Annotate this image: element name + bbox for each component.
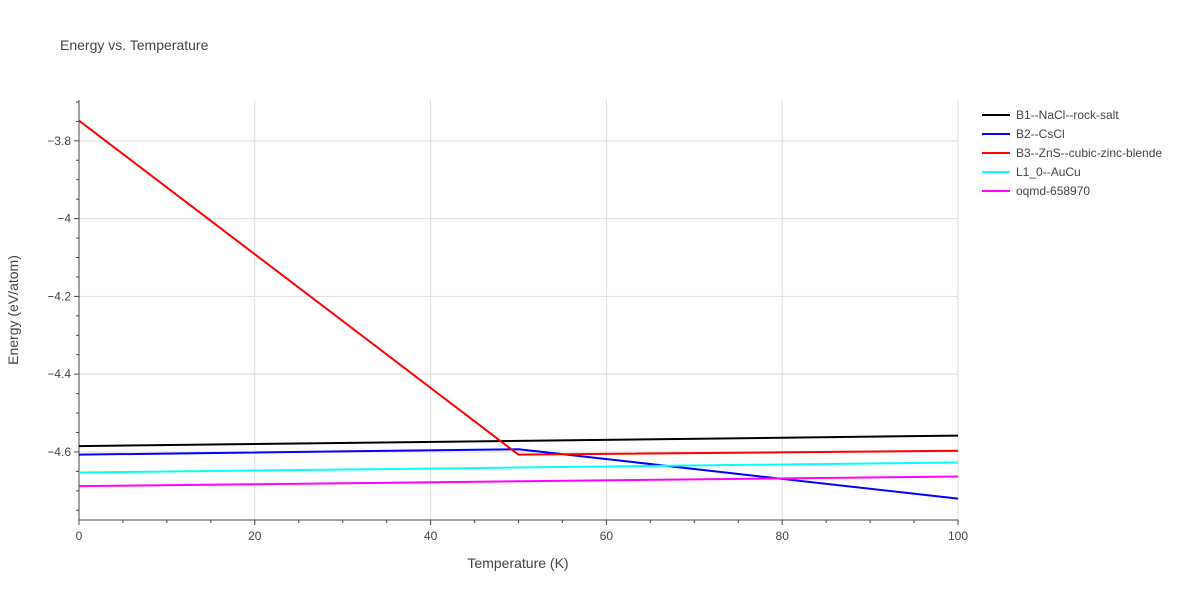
grid-layer <box>79 100 959 520</box>
x-axis-title: Temperature (K) <box>467 555 568 571</box>
x-tick-label: 100 <box>948 529 968 543</box>
y-tick-label: −4 <box>57 212 71 226</box>
x-tick-label: 40 <box>424 529 438 543</box>
legend[interactable]: B1--NaCl--rock-salt B2--CsCl B3--ZnS--cubi… <box>982 108 1162 198</box>
series-line-L1_0--AuCu[interactable] <box>78 461 959 474</box>
legend-label: B1--NaCl--rock-salt <box>1016 108 1119 122</box>
x-tick-label: 20 <box>248 529 262 543</box>
y-axis-title: Energy (eV/atom) <box>5 255 21 365</box>
legend-item[interactable]: L1_0--AuCu <box>982 165 1081 179</box>
y-tick-label: −4.2 <box>47 289 71 303</box>
legend-item[interactable]: oqmd-658970 <box>982 184 1090 198</box>
y-tick-label: −3.8 <box>47 134 71 148</box>
legend-item[interactable]: B2--CsCl <box>982 127 1065 141</box>
series-line-B2--CsCl[interactable] <box>78 448 959 500</box>
series-layer <box>78 119 959 500</box>
x-tick-label: 80 <box>776 529 790 543</box>
legend-label: L1_0--AuCu <box>1016 165 1081 179</box>
legend-label: oqmd-658970 <box>1016 184 1090 198</box>
axes-layer: 0 20 40 60 80 100 −4.6 −4.4 −4.2 −4 −3.8 <box>47 100 968 543</box>
y-tick-label: −4.6 <box>47 445 71 459</box>
series-line-oqmd-658970[interactable] <box>78 475 959 488</box>
y-tick-label: −4.4 <box>47 367 71 381</box>
chart-title: Energy vs. Temperature <box>60 37 209 53</box>
x-tick-label: 60 <box>600 529 614 543</box>
legend-item[interactable]: B3--ZnS--cubic-zinc-blende <box>982 146 1162 160</box>
legend-label: B3--ZnS--cubic-zinc-blende <box>1016 146 1162 160</box>
x-tick-label: 0 <box>76 529 83 543</box>
series-line-B3--ZnS--cubic-zinc-blende[interactable] <box>78 119 959 456</box>
legend-label: B2--CsCl <box>1016 127 1065 141</box>
legend-item[interactable]: B1--NaCl--rock-salt <box>982 108 1119 122</box>
series-line-B1--NaCl--rock-salt[interactable] <box>78 434 959 448</box>
